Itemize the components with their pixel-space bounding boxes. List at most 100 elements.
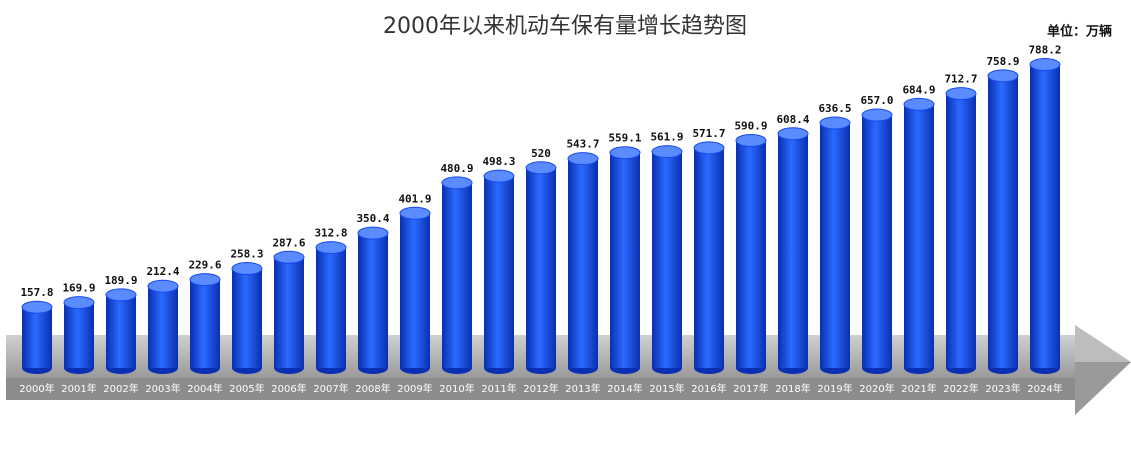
x-tick-label: 2003年 <box>145 382 180 395</box>
bar-top <box>147 279 179 293</box>
bar-top <box>525 161 557 175</box>
bar <box>862 115 892 369</box>
bar-top <box>1029 58 1061 72</box>
bar <box>358 233 388 368</box>
bar-top <box>609 146 641 160</box>
bar <box>64 302 94 368</box>
x-tick-label: 2013年 <box>565 382 600 395</box>
x-tick-label: 2001年 <box>61 382 96 395</box>
value-label: 608.4 <box>776 113 809 126</box>
x-tick-label: 2015年 <box>649 382 684 395</box>
value-label: 543.7 <box>566 138 599 151</box>
x-tick-label: 2002年 <box>103 382 138 395</box>
bar <box>820 122 850 368</box>
value-label: 561.9 <box>650 131 683 144</box>
x-tick-label: 2006年 <box>271 382 306 395</box>
x-tick-label: 2014年 <box>607 382 642 395</box>
value-label: 788.2 <box>1028 44 1061 57</box>
value-label: 350.4 <box>356 212 389 225</box>
bar-top <box>105 288 137 302</box>
value-label: 401.9 <box>398 192 431 205</box>
value-label: 657.0 <box>860 94 893 107</box>
bar <box>904 104 934 368</box>
bar <box>232 268 262 368</box>
bar <box>316 247 346 368</box>
bar <box>694 147 724 368</box>
bar-top <box>777 127 809 141</box>
bar-top <box>231 262 263 276</box>
bar-top <box>819 116 851 130</box>
bar-top <box>483 169 515 183</box>
bar <box>400 213 430 368</box>
x-tick-label: 2020年 <box>859 382 894 395</box>
x-tick-label: 2005年 <box>229 382 264 395</box>
bar <box>946 93 976 368</box>
x-tick-label: 2007年 <box>313 382 348 395</box>
bar-top <box>903 97 935 111</box>
chart-title: 2000年以来机动车保有量增长趋势图 <box>383 14 747 39</box>
bar-top <box>63 296 95 310</box>
value-label: 520 <box>531 147 551 160</box>
x-tick-label: 2022年 <box>943 382 978 395</box>
x-tick-label: 2004年 <box>187 382 222 395</box>
bar-top <box>399 206 431 220</box>
bar <box>652 151 682 368</box>
x-tick-label: 2009年 <box>397 382 432 395</box>
x-tick-label: 2016年 <box>691 382 726 395</box>
bar <box>274 257 304 368</box>
bar <box>778 133 808 368</box>
value-label: 498.3 <box>482 155 515 168</box>
value-label: 287.6 <box>272 236 305 249</box>
bar-top <box>567 152 599 166</box>
bar <box>610 152 640 368</box>
bar-top <box>273 250 305 264</box>
x-tick-label: 2000年 <box>19 382 54 395</box>
x-tick-label: 2010年 <box>439 382 474 395</box>
bar-top <box>693 141 725 155</box>
x-tick-label: 2012年 <box>523 382 558 395</box>
value-label: 229.6 <box>188 259 221 272</box>
value-label: 189.9 <box>104 274 137 287</box>
bar <box>568 158 598 368</box>
bar-top <box>357 226 389 240</box>
bar <box>736 140 766 368</box>
bar-top <box>189 273 221 287</box>
x-tick-label: 2017年 <box>733 382 768 395</box>
bar-top <box>861 108 893 122</box>
value-label: 212.4 <box>146 265 179 278</box>
x-tick-label: 2019年 <box>817 382 852 395</box>
bar <box>1030 64 1060 368</box>
value-label: 684.9 <box>902 83 935 96</box>
bar-top <box>651 145 683 159</box>
value-label: 157.8 <box>20 286 53 299</box>
bar-top <box>21 300 53 314</box>
bar-top <box>441 176 473 190</box>
bar <box>442 182 472 368</box>
value-label: 758.9 <box>986 55 1019 68</box>
bar <box>22 307 52 368</box>
value-label: 712.7 <box>944 73 977 86</box>
bar-top <box>735 134 767 148</box>
x-tick-label: 2018年 <box>775 382 810 395</box>
bar <box>148 286 178 368</box>
value-label: 571.7 <box>692 127 725 140</box>
bar <box>190 279 220 368</box>
bar <box>526 167 556 368</box>
x-tick-label: 2021年 <box>901 382 936 395</box>
x-tick-label: 2023年 <box>985 382 1020 395</box>
x-tick-label: 2024年 <box>1027 382 1062 395</box>
bar-top <box>945 87 977 101</box>
unit-label: 单位：万辆 <box>1047 24 1112 40</box>
bar <box>106 294 136 368</box>
value-label: 169.9 <box>62 282 95 295</box>
value-label: 312.8 <box>314 227 347 240</box>
bar <box>484 176 514 368</box>
bar-top <box>987 69 1019 83</box>
value-label: 258.3 <box>230 248 263 261</box>
bar <box>988 75 1018 369</box>
x-tick-label: 2011年 <box>481 382 516 395</box>
value-label: 480.9 <box>440 162 473 175</box>
bar-top <box>315 241 347 255</box>
value-label: 590.9 <box>734 120 767 133</box>
